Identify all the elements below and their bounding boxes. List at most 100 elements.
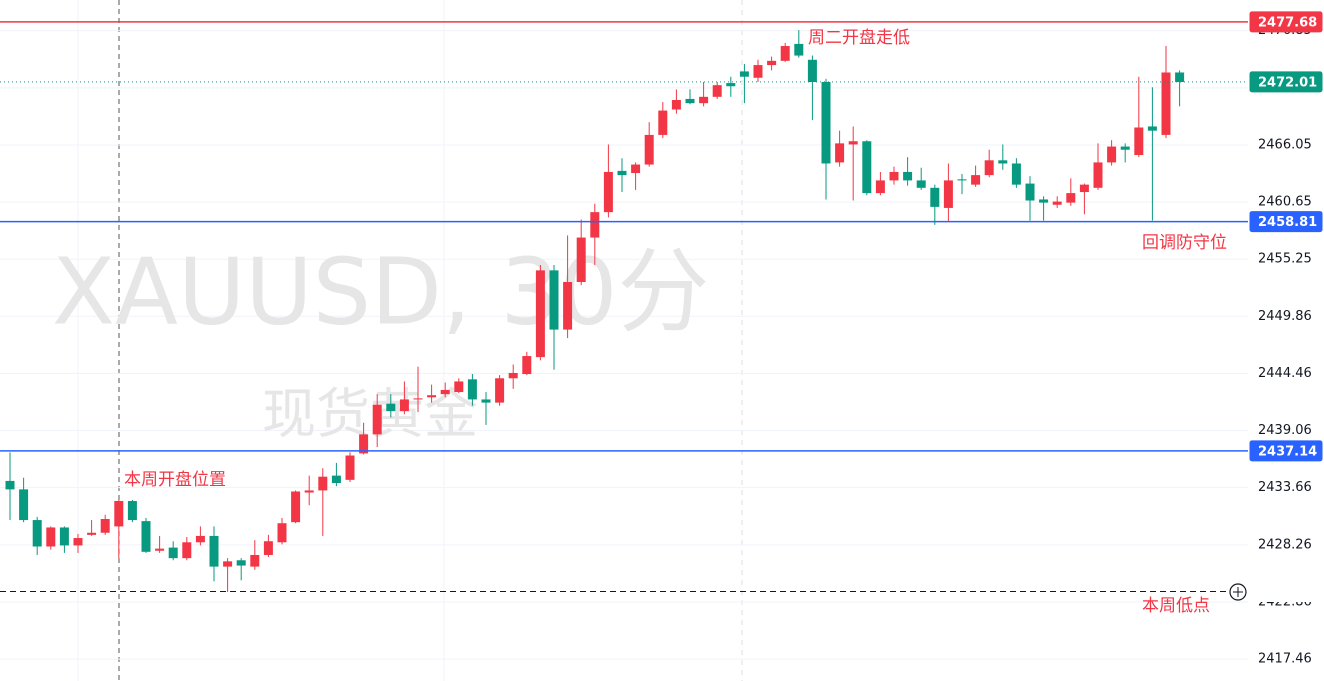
candle-body (291, 491, 301, 523)
price-axis: 2417.462422.862428.262433.662439.062444.… (1248, 0, 1324, 681)
price-tag-bg (1249, 71, 1323, 93)
candle-body (1120, 146, 1130, 150)
candle-body (1066, 193, 1076, 203)
candle-body (127, 501, 137, 521)
candle-body (712, 85, 722, 97)
candle-body (590, 212, 600, 238)
candle-body (903, 171, 913, 181)
candle-body (821, 82, 831, 164)
annotation: 回调防守位 (1142, 233, 1227, 253)
y-tick-label: 2439.06 (1258, 423, 1312, 438)
candle-body (631, 164, 641, 174)
candle-body (685, 98, 695, 104)
annotation: 本周开盘位置 (124, 470, 226, 490)
candle-body (984, 160, 994, 176)
candle-body (862, 141, 872, 194)
y-tick-label: 2466.05 (1258, 137, 1312, 152)
candle-body (195, 535, 205, 543)
y-tick-label: 2417.46 (1258, 652, 1312, 667)
candle-body (875, 180, 885, 194)
candle-body (753, 65, 763, 78)
candle-body (930, 187, 940, 207)
candle-body (671, 99, 681, 110)
candle-body (182, 542, 192, 559)
y-tick-label: 2428.26 (1258, 537, 1312, 552)
price-tag: 2472.01 (1258, 75, 1317, 90)
candles (5, 30, 1185, 593)
y-tick-label: 2455.25 (1258, 252, 1312, 267)
price-tag-bg (1249, 11, 1323, 33)
price-tag-bg (1249, 211, 1323, 233)
candle-body (427, 395, 437, 398)
candle-body (467, 379, 477, 400)
candle-body (209, 535, 219, 567)
candle-body (780, 46, 790, 61)
y-tick-label: 2460.65 (1258, 195, 1312, 210)
y-tick-label: 2444.46 (1258, 366, 1312, 381)
candle-body (603, 171, 613, 213)
candle-body (345, 455, 355, 480)
candle-body (46, 527, 56, 547)
candle-body (1175, 72, 1185, 83)
candle-body (236, 560, 246, 566)
watermark: XAUUSD, 30分 (52, 238, 709, 345)
crosshair-button[interactable] (1229, 583, 1247, 601)
candle-body (549, 270, 559, 330)
candle-body (155, 548, 165, 551)
candle-body (998, 160, 1008, 164)
candle-body (100, 519, 110, 533)
price-tag: 2423.85 (1258, 585, 1317, 600)
price-tag-bg (1249, 440, 1323, 462)
price-tags: 2477.68 2472.01 2458.81 2437.14 2423.85 (1249, 11, 1323, 602)
candle-body (481, 399, 491, 403)
candle-body (957, 179, 967, 181)
candle-body (19, 489, 29, 521)
candle-body (1025, 183, 1035, 201)
candle-body (1093, 162, 1103, 188)
candle-body (767, 60, 777, 66)
candle-body (971, 175, 981, 185)
candle-body (1147, 126, 1157, 131)
candle-body (454, 381, 464, 393)
candle-body (331, 475, 341, 484)
annotation: 本周低点 (1142, 596, 1210, 616)
candle-body (522, 356, 532, 375)
candle-body (5, 480, 15, 490)
candle-body (835, 143, 845, 163)
candle-body (263, 541, 273, 555)
candle-body (73, 538, 83, 546)
candle-body (563, 281, 573, 330)
candle-body (1039, 199, 1049, 203)
candle-body (508, 372, 518, 379)
candle-body (1107, 146, 1117, 163)
price-tag: 2477.68 (1258, 15, 1317, 30)
y-tick-label: 2449.86 (1258, 309, 1312, 324)
candle-body (386, 403, 396, 412)
candle-body (943, 180, 953, 208)
candle-body (576, 237, 586, 282)
candle-body (318, 476, 328, 491)
axis-bg (1248, 0, 1324, 681)
candle-body (495, 378, 505, 403)
candle-body (916, 180, 926, 188)
candle-body (87, 532, 97, 535)
candle-body (250, 554, 260, 567)
candle-body (699, 96, 709, 104)
candle-body (889, 171, 899, 181)
candle-body (399, 399, 409, 412)
annotation: 周二开盘走低 (808, 28, 910, 48)
candle-body (644, 134, 654, 165)
candle-body (1134, 127, 1144, 156)
candle-body (114, 501, 124, 527)
candle-body (277, 523, 287, 543)
candle-body (739, 71, 749, 77)
candle-body (141, 521, 151, 552)
candle-body (1011, 163, 1021, 185)
candle-body (359, 434, 369, 454)
candle-body (59, 527, 69, 546)
price-tag-bg (1249, 580, 1323, 602)
candle-body (413, 398, 423, 400)
candle-body (32, 520, 42, 547)
candle-body (535, 270, 545, 358)
candle-body (1052, 201, 1062, 205)
